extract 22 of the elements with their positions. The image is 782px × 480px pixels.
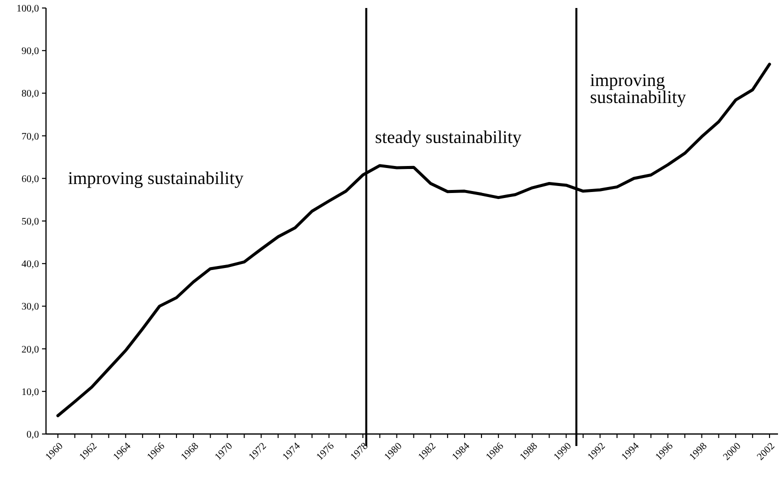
x-tick-label: 1990 — [552, 440, 574, 463]
x-tick-label: 1972 — [246, 440, 269, 463]
y-tick-label: 40,0 — [22, 259, 39, 270]
x-tick-label: 1970 — [212, 440, 235, 463]
annotation: steady sustainability — [375, 127, 522, 147]
y-tick-label: 20,0 — [22, 344, 39, 356]
y-tick-label: 10,0 — [22, 386, 39, 398]
y-tick-label: 50,0 — [22, 216, 39, 228]
y-tick-label: 60,0 — [22, 174, 39, 185]
x-tick-label: 1982 — [416, 440, 438, 463]
y-tick-label: 80,0 — [22, 88, 39, 100]
y-tick-label: 100,0 — [16, 4, 39, 14]
x-tick-label: 1980 — [382, 440, 404, 463]
x-tick-label: 1962 — [77, 440, 100, 463]
x-tick-label: 1992 — [586, 440, 608, 463]
x-tick-label: 1960 — [44, 440, 66, 463]
annotation: improving sustainability — [590, 70, 686, 107]
y-tick-label: 0,0 — [26, 430, 39, 440]
y-tick-label: 30,0 — [22, 302, 39, 313]
annotation: improving sustainability — [68, 168, 244, 188]
y-tick-label: 90,0 — [22, 46, 39, 58]
y-tick-label: 70,0 — [22, 131, 39, 142]
